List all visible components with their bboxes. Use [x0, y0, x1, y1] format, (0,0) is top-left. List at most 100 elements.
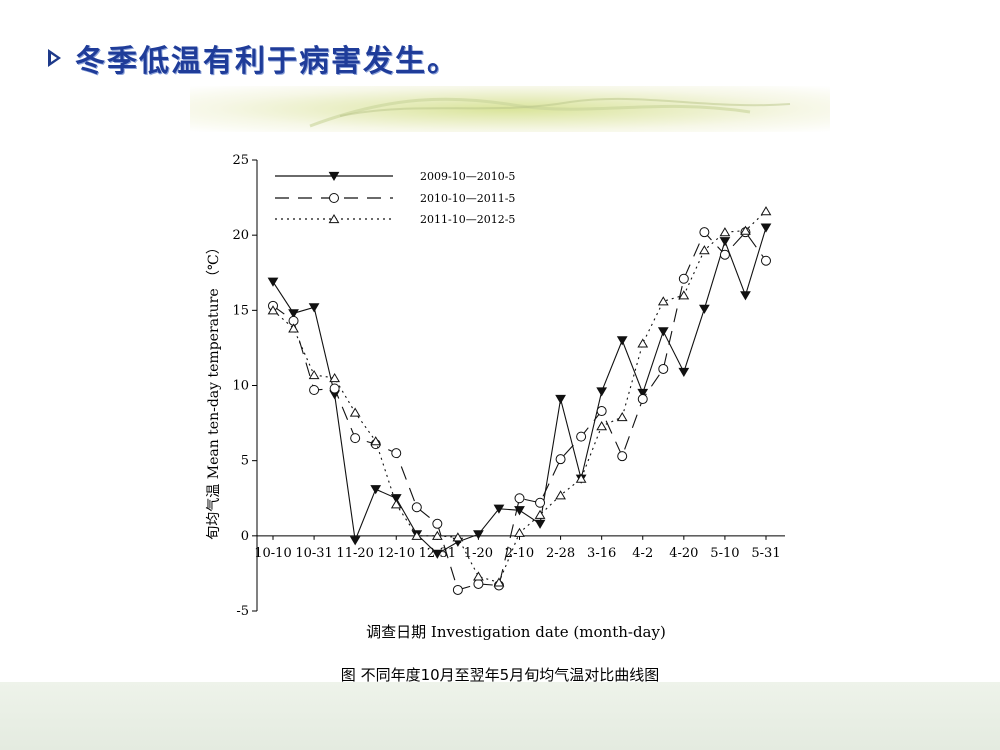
data-point — [308, 303, 320, 313]
data-point — [534, 519, 546, 529]
data-point — [678, 273, 689, 284]
chart-series — [267, 206, 772, 595]
data-point — [719, 237, 731, 247]
legend-marker — [329, 193, 339, 203]
legend-label: 2009-10—2010-5 — [420, 170, 515, 183]
data-point — [349, 407, 361, 417]
series-3 — [267, 206, 772, 587]
data-point — [473, 571, 484, 581]
slide-title-text: 冬季低温有利于病害发生。 — [75, 44, 459, 79]
data-point — [473, 578, 484, 589]
data-point — [432, 518, 443, 529]
y-tick-label: 20 — [232, 228, 249, 243]
data-point — [760, 223, 772, 233]
y-axis-label: 旬均气温 Mean ten-day temperature （℃） — [206, 240, 222, 539]
legend-label: 2010-10—2011-5 — [420, 192, 515, 205]
legend-marker — [328, 213, 340, 224]
data-point — [411, 502, 422, 513]
series-line — [272, 227, 767, 555]
x-tick-label: 5-10 — [710, 546, 739, 561]
x-tick-label: 1-20 — [464, 546, 493, 561]
data-point — [658, 363, 669, 374]
data-point — [431, 549, 443, 559]
data-point — [740, 291, 751, 301]
data-point — [719, 227, 731, 237]
data-point — [678, 290, 690, 300]
data-point — [370, 485, 382, 495]
x-tick-label: 2-28 — [546, 546, 575, 561]
chart-legend: 2009-10—2010-5 2010-10—2011-5 2011-10—2012… — [275, 170, 515, 226]
data-point — [617, 451, 628, 462]
x-tick-label: 10-10 — [254, 546, 291, 561]
data-point — [760, 206, 772, 216]
data-point — [596, 421, 608, 431]
data-point — [329, 372, 340, 383]
data-point — [637, 338, 649, 348]
data-point — [535, 497, 546, 508]
data-point — [555, 490, 566, 500]
x-tick-label: 4-20 — [669, 546, 698, 561]
data-point — [699, 245, 710, 255]
data-point — [514, 527, 525, 537]
data-point — [431, 530, 443, 540]
data-point — [329, 383, 340, 394]
legend-label: 2011-10—2012-5 — [420, 213, 515, 226]
data-point — [657, 296, 669, 306]
y-tick-label: -5 — [236, 604, 249, 619]
data-point — [390, 499, 402, 509]
data-point — [637, 394, 648, 405]
data-point — [350, 433, 361, 444]
arrow-bullet-icon — [48, 49, 61, 67]
legend-marker — [328, 171, 340, 182]
data-point — [699, 227, 710, 238]
x-axis-label: 调查日期 Investigation date (month-day) — [366, 623, 666, 641]
data-point — [555, 454, 566, 465]
figure-caption: 图 不同年度10月至翌年5月旬均气温对比曲线图 — [340, 666, 660, 684]
data-point — [493, 504, 505, 514]
data-point — [575, 473, 587, 483]
x-tick-label: 5-31 — [751, 546, 780, 561]
data-point — [657, 327, 669, 337]
y-tick-label: 10 — [232, 379, 249, 394]
data-point — [616, 412, 628, 422]
slide-title: 冬季低温有利于病害发生。 — [48, 36, 459, 80]
data-point — [637, 388, 649, 399]
data-point — [616, 336, 628, 346]
data-point — [719, 249, 730, 260]
data-point — [493, 577, 505, 587]
y-tick-label: 25 — [232, 153, 249, 168]
series-1 — [267, 223, 772, 559]
data-point — [514, 493, 525, 504]
data-point — [288, 323, 299, 333]
y-tick-label: 0 — [241, 529, 249, 544]
data-point — [391, 448, 402, 459]
data-point — [576, 431, 587, 442]
data-point — [534, 509, 546, 519]
data-point — [267, 277, 279, 287]
data-point — [740, 225, 751, 235]
x-tick-label: 3-16 — [587, 546, 616, 561]
data-point — [349, 536, 361, 546]
data-point — [288, 309, 299, 319]
data-point — [411, 530, 423, 540]
data-point — [370, 436, 382, 446]
data-point — [473, 530, 484, 540]
x-tick-label: 4-2 — [632, 546, 653, 561]
x-tick-label: 2-10 — [505, 546, 534, 561]
footer-band — [0, 682, 1000, 750]
x-tick-label: 10-31 — [295, 546, 332, 561]
y-tick-label: 5 — [241, 454, 249, 469]
data-point — [678, 367, 690, 378]
data-point — [596, 406, 607, 417]
data-point — [699, 304, 710, 314]
data-point — [452, 532, 464, 542]
data-point — [596, 387, 608, 397]
decorative-banner — [190, 86, 830, 132]
data-point — [308, 369, 320, 380]
x-tick-label: 11-20 — [336, 546, 373, 561]
data-point — [761, 255, 771, 266]
data-point — [555, 394, 566, 405]
data-point — [309, 385, 320, 396]
data-point — [267, 305, 279, 315]
